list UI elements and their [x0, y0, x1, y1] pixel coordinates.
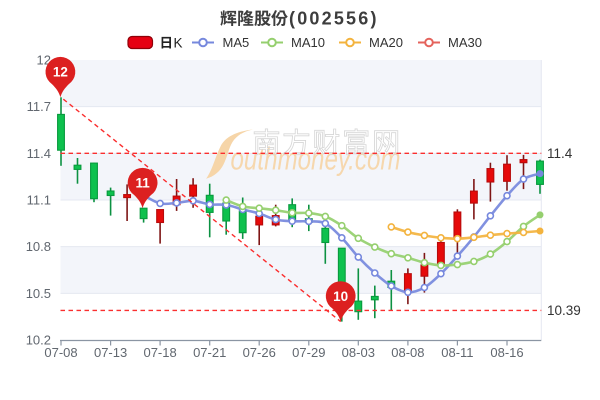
svg-text:outhmoney.com: outhmoney.com	[231, 141, 401, 177]
svg-text:08-16: 08-16	[490, 345, 523, 360]
svg-text:K: K	[174, 36, 183, 51]
svg-text:07-29: 07-29	[292, 345, 325, 360]
svg-text:08-03: 08-03	[342, 345, 375, 360]
svg-text:08-11: 08-11	[441, 345, 473, 360]
svg-text:12: 12	[53, 65, 68, 80]
svg-text:07-18: 07-18	[143, 345, 176, 360]
svg-text:11: 11	[135, 176, 150, 191]
svg-text:MA20: MA20	[369, 35, 403, 50]
svg-text:07-26: 07-26	[243, 345, 276, 360]
svg-text:11.1: 11.1	[27, 193, 51, 208]
svg-text:11.4: 11.4	[27, 146, 51, 161]
svg-text:MA30: MA30	[448, 35, 482, 50]
svg-text:10.39: 10.39	[547, 303, 581, 318]
svg-text:10: 10	[333, 289, 348, 304]
svg-text:12: 12	[37, 53, 51, 68]
svg-text:MA10: MA10	[291, 35, 325, 50]
svg-text:10.2: 10.2	[26, 333, 51, 348]
svg-text:07-13: 07-13	[94, 345, 127, 360]
svg-text:08-08: 08-08	[391, 345, 424, 360]
svg-text:MA5: MA5	[223, 35, 250, 50]
svg-text:07-21: 07-21	[193, 345, 226, 360]
svg-text:10.8: 10.8	[26, 239, 51, 254]
svg-text:(002556): (002556)	[289, 9, 379, 29]
svg-text:07-08: 07-08	[44, 345, 77, 360]
svg-text:10.5: 10.5	[26, 286, 51, 301]
svg-text:11.4: 11.4	[547, 146, 573, 161]
svg-text:11.7: 11.7	[27, 99, 51, 114]
